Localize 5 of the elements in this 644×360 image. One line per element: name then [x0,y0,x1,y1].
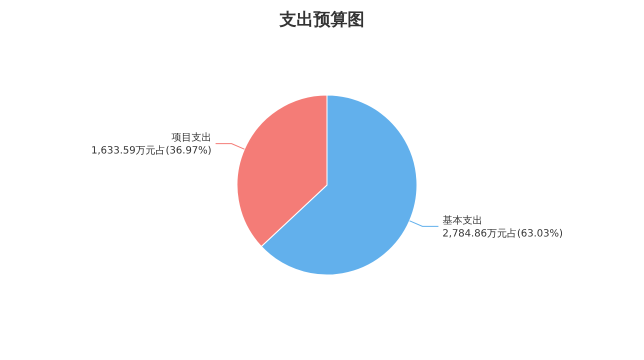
data-label: 2,784.86万元占(63.03%) [442,227,563,240]
slice-label: 基本支出 [442,214,482,226]
chart-title: 支出预算图 [278,9,366,31]
slice-label: 项目支出 [172,132,212,144]
data-label: 1,633.59万元占(36.97%) [91,144,212,157]
